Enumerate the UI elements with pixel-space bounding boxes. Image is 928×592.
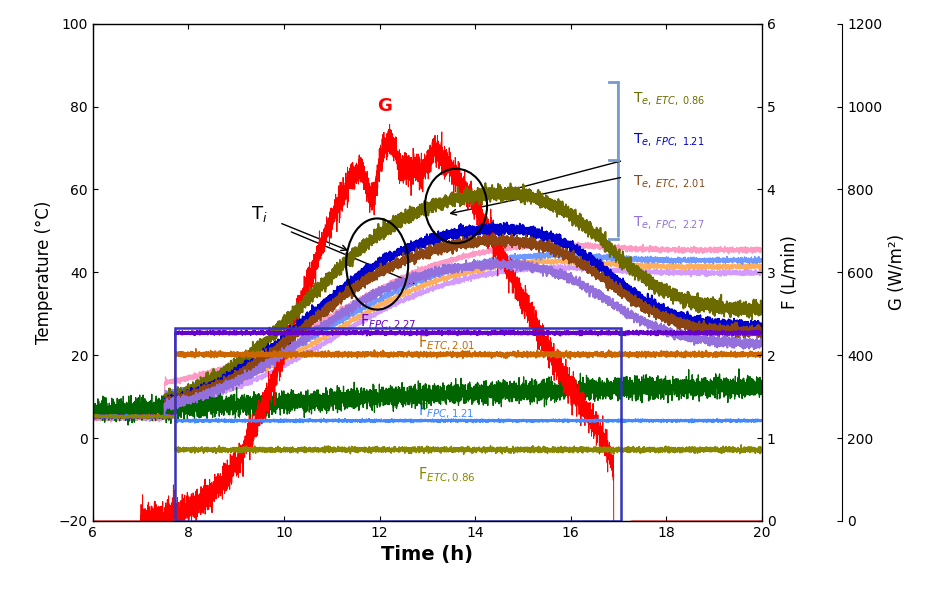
Text: T$_{e,\ FPC,\ 1.21}$: T$_{e,\ FPC,\ 1.21}$ <box>632 131 703 148</box>
Text: F$_{ETC, 0.86}$: F$_{ETC, 0.86}$ <box>418 466 475 485</box>
Y-axis label: G (W/m²): G (W/m²) <box>887 234 905 310</box>
Text: G: G <box>377 97 392 115</box>
Text: T$_{e,\ FPC,\ 2.27}$: T$_{e,\ FPC,\ 2.27}$ <box>632 214 703 231</box>
Text: F$_{FPC, 1.21}$: F$_{FPC, 1.21}$ <box>418 402 473 421</box>
Y-axis label: F (L/min): F (L/min) <box>780 236 798 309</box>
X-axis label: Time (h): Time (h) <box>380 545 473 564</box>
Y-axis label: Temperature (°C): Temperature (°C) <box>35 201 53 344</box>
Text: T$_i$: T$_i$ <box>251 204 267 224</box>
Text: F$_{FPC, 2.27}$: F$_{FPC, 2.27}$ <box>360 313 417 332</box>
Bar <box>174 328 620 521</box>
Text: T$_o$: T$_o$ <box>313 393 331 413</box>
Text: F$_{ETC, 2.01}$: F$_{ETC, 2.01}$ <box>418 333 475 353</box>
Text: T$_{e,\ ETC,\ 2.01}$: T$_{e,\ ETC,\ 2.01}$ <box>632 173 704 189</box>
Text: T$_{e,\ ETC,\ 0.86}$: T$_{e,\ ETC,\ 0.86}$ <box>632 90 704 107</box>
